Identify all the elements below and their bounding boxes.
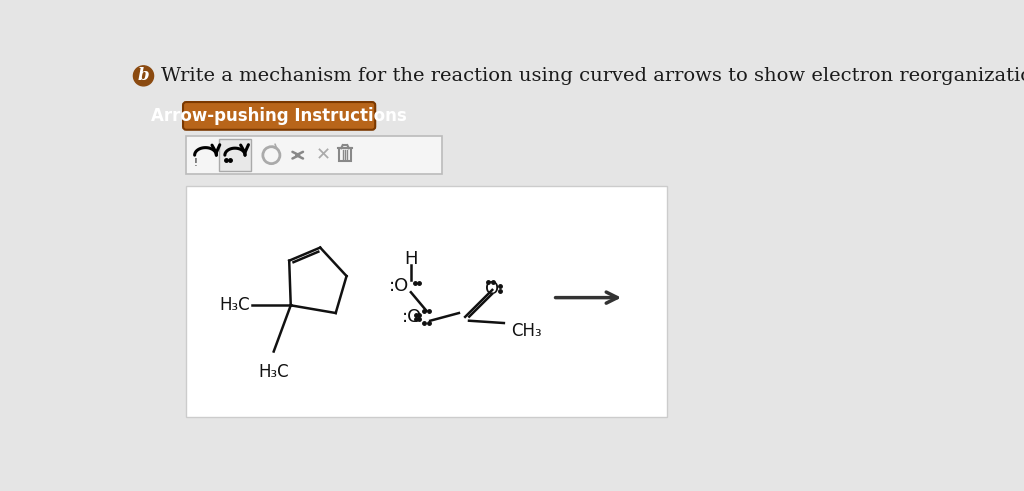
Text: H₃C: H₃C <box>258 363 289 381</box>
Text: H₃C: H₃C <box>219 297 250 314</box>
Text: !: ! <box>194 158 198 168</box>
Circle shape <box>133 66 154 86</box>
Text: O: O <box>485 280 500 298</box>
Text: b: b <box>137 67 150 84</box>
Text: :O: :O <box>402 308 423 326</box>
Text: Arrow-pushing Instructions: Arrow-pushing Instructions <box>152 107 407 125</box>
Text: CH₃: CH₃ <box>512 322 543 340</box>
Text: Write a mechanism for the reaction using curved arrows to show electron reorgani: Write a mechanism for the reaction using… <box>161 67 1024 85</box>
FancyBboxPatch shape <box>219 139 251 171</box>
Text: :O: :O <box>389 277 410 295</box>
FancyBboxPatch shape <box>186 186 667 417</box>
FancyBboxPatch shape <box>186 136 442 174</box>
FancyBboxPatch shape <box>183 102 375 130</box>
Text: ✕: ✕ <box>315 146 331 164</box>
Text: H: H <box>404 250 418 268</box>
